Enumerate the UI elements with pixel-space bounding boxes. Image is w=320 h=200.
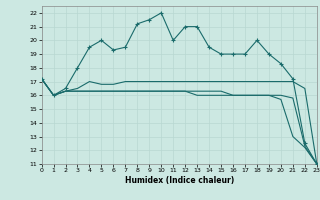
X-axis label: Humidex (Indice chaleur): Humidex (Indice chaleur): [124, 176, 234, 185]
